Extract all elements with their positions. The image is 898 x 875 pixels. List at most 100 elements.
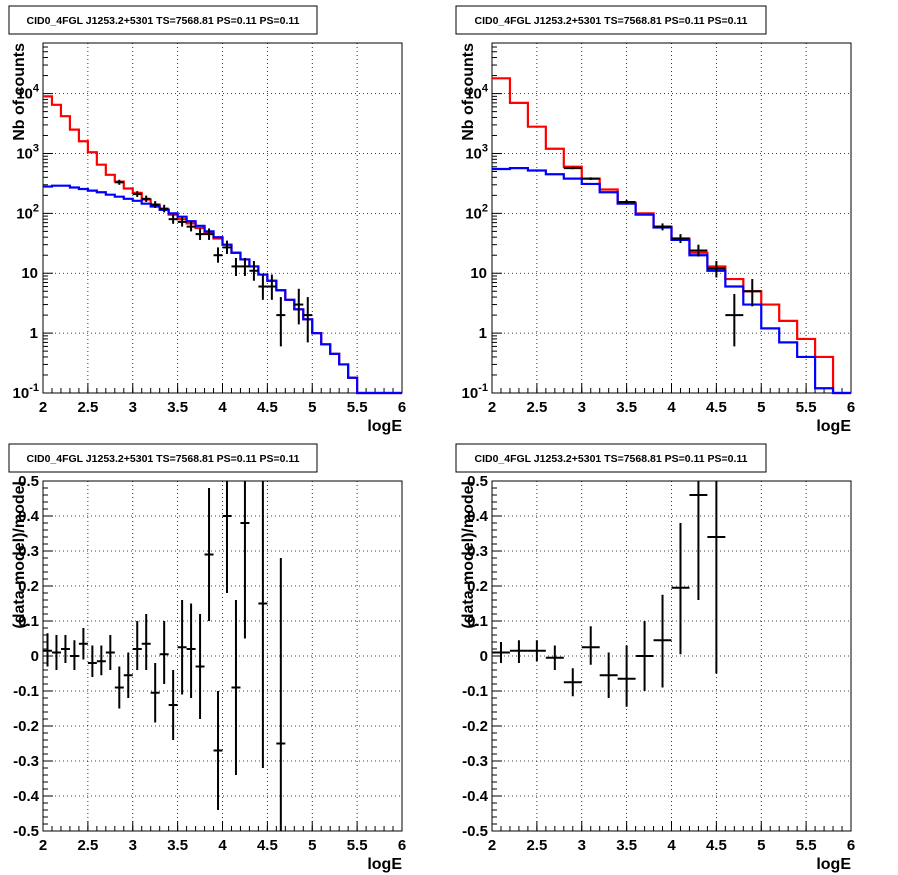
data-point: [213, 691, 223, 810]
y-tick-label: -0.3: [462, 753, 488, 770]
y-tick-label: 10: [21, 265, 38, 282]
x-tick-label: 5.5: [796, 837, 817, 854]
y-tick-label: 0.4: [467, 508, 489, 525]
x-tick-label: 4.5: [706, 837, 727, 854]
y-tick-label: 0.5: [467, 473, 488, 490]
data-point: [231, 600, 241, 775]
x-tick-label: 5: [757, 399, 765, 416]
data-point: [69, 640, 79, 670]
y-tick-label: 0: [31, 648, 39, 665]
y-tick-label: 0.3: [467, 543, 488, 560]
y-tick-label: 0.1: [18, 613, 39, 630]
data-point: [671, 523, 690, 655]
y-tick-label: 0.2: [467, 578, 488, 595]
data-point: [159, 204, 169, 213]
y-tick-label: 10-1: [13, 382, 39, 402]
x-tick-label: 4: [667, 837, 676, 854]
data-point: [60, 635, 70, 663]
plot-frame: [491, 480, 852, 832]
x-tick-label: 4: [218, 399, 227, 416]
data-point: [249, 261, 259, 281]
chart-panel-3: 2 2.5 3 3.5 4 4.5 5 5.5 6 -0.5 -0.4 -0.3 -0.2 -0.1 0 0.…: [8, 443, 406, 873]
data-point: [195, 228, 205, 240]
y-tick-exponent: -1: [478, 382, 488, 394]
data-point: [150, 663, 160, 723]
x-tick-label: 3: [129, 837, 137, 854]
y-tick-label: -0.4: [13, 788, 40, 805]
data-point: [635, 621, 654, 691]
y-tick-label: 0.5: [18, 473, 39, 490]
histogram-series-2: [43, 184, 402, 395]
x-tick-label: 2.5: [77, 399, 98, 416]
y-tick-label: 0.4: [18, 508, 40, 525]
y-tick-label: 10-1: [462, 382, 488, 402]
data-point: [177, 217, 187, 227]
chart-title-box: [455, 443, 767, 473]
data-point: [258, 274, 268, 300]
data-point: [267, 274, 277, 300]
data-point: [132, 621, 142, 670]
x-tick-label: 4: [218, 837, 227, 854]
y-tick-label: 103: [16, 142, 39, 162]
data-point: [527, 640, 546, 662]
data-point: [545, 645, 564, 670]
x-tick-label: 6: [847, 399, 855, 416]
y-tick-label: 10: [470, 265, 487, 282]
data-point: [653, 223, 672, 231]
y-tick-label: 0: [480, 648, 488, 665]
y-tick-exponent: 4: [33, 83, 40, 95]
data-point: [653, 594, 672, 688]
data-point: [599, 652, 618, 698]
data-point: [689, 244, 708, 257]
y-tick-label: -0.5: [462, 823, 488, 840]
data-point: [186, 221, 196, 232]
plot-frame: [42, 42, 403, 394]
data-point: [168, 214, 178, 224]
y-tick-exponent: 2: [33, 202, 39, 214]
y-tick-label: -0.2: [13, 718, 39, 735]
data-point: [563, 668, 582, 697]
y-tick-label: -0.3: [13, 753, 39, 770]
plot-frame: [491, 42, 852, 394]
data-point: [213, 247, 223, 263]
y-tick-exponent: 3: [482, 142, 488, 154]
x-tick-label: 5.5: [347, 837, 368, 854]
data-point: [186, 603, 196, 698]
chart-panel-4: 2 2.5 3 3.5 4 4.5 5 5.5 6 -0.5 -0.4 -0.3 -0.2 -0.1 0 0.…: [455, 443, 855, 873]
data-point: [563, 166, 582, 170]
y-tick-label: 0.2: [18, 578, 39, 595]
x-tick-label: 4.5: [257, 399, 278, 416]
x-tick-label: 2: [39, 837, 47, 854]
y-axis-label: (data-model)/model: [460, 481, 477, 629]
x-axis-label: logE: [367, 418, 402, 435]
data-point: [617, 199, 636, 205]
data-point: [707, 261, 726, 278]
y-tick-label: 1: [479, 325, 487, 342]
x-tick-label: 5: [308, 837, 316, 854]
data-point: [168, 670, 178, 740]
histogram-series-2: [492, 167, 851, 395]
chart-title: CID0_4FGL J1253.2+5301 TS=7568.81 PS=0.1…: [474, 453, 747, 465]
x-tick-label: 5: [308, 399, 316, 416]
y-axis-label: Nb of counts: [460, 43, 477, 141]
data-point: [51, 635, 61, 670]
chart-title-box: [8, 5, 318, 35]
y-tick-label: 102: [16, 202, 39, 222]
x-tick-label: 5.5: [796, 399, 817, 416]
y-tick-label: 103: [465, 142, 488, 162]
y-tick-label: 1: [30, 325, 38, 342]
data-point: [141, 195, 151, 202]
x-axis-label: logE: [367, 856, 402, 873]
data-point: [141, 614, 151, 670]
y-tick-label: 102: [465, 202, 488, 222]
chart-title: CID0_4FGL J1253.2+5301 TS=7568.81 PS=0.1…: [26, 15, 299, 27]
data-point: [114, 666, 124, 709]
y-tick-label: -0.5: [13, 823, 39, 840]
y-tick-label: 0.3: [18, 543, 39, 560]
data-point: [96, 645, 106, 676]
x-tick-label: 3: [578, 399, 586, 416]
data-point: [303, 297, 313, 343]
data-point: [725, 294, 744, 347]
x-tick-label: 2.5: [526, 837, 547, 854]
